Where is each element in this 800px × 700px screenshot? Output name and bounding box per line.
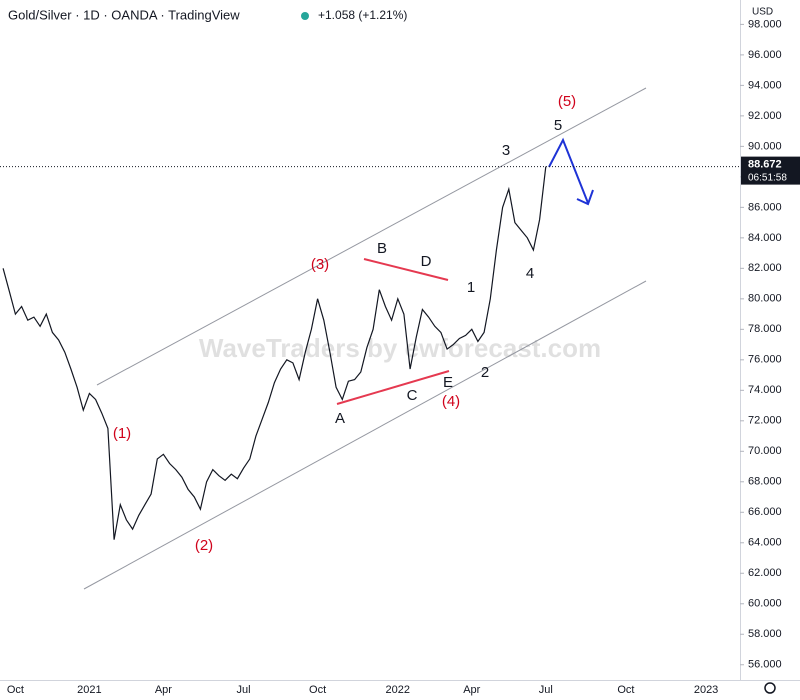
wave-label: D [421, 253, 432, 270]
y-tick-label: 76.000 [748, 354, 782, 366]
y-tick-label: 98.000 [748, 18, 782, 30]
y-tick-label: 84.000 [748, 232, 782, 244]
wave-label: (5) [558, 93, 576, 110]
wave-label: (4) [442, 393, 460, 410]
y-tick-label: 80.000 [748, 293, 782, 305]
countdown: 06:51:58 [748, 172, 787, 183]
projection-arrow [548, 137, 589, 204]
wave-label: C [407, 387, 418, 404]
wave-label: 4 [526, 265, 534, 282]
wave-label: (1) [113, 425, 131, 442]
y-tick-label: 92.000 [748, 110, 782, 122]
wave-label: 2 [481, 364, 489, 381]
last-price-box [741, 156, 800, 185]
x-tick-label: Jul [237, 684, 251, 696]
y-tick-label: 96.000 [748, 49, 782, 61]
y-tick-label: 82.000 [748, 262, 782, 274]
last-price-label: 88.672 [748, 159, 782, 171]
x-tick-label: Oct [309, 684, 326, 696]
wave-label: 3 [502, 142, 510, 159]
y-tick-label: 64.000 [748, 537, 782, 549]
x-tick-label: 2023 [694, 684, 718, 696]
currency[interactable]: USD [752, 7, 773, 18]
y-tick-label: 70.000 [748, 445, 782, 457]
y-tick-label: 94.000 [748, 79, 782, 91]
x-tick-label: Oct [7, 684, 24, 696]
settings-icon[interactable] [764, 682, 776, 694]
y-tick-label: 74.000 [748, 384, 782, 396]
x-tick-label: 2021 [77, 684, 101, 696]
channel-lower [83, 280, 647, 590]
x-tick-label: 2022 [386, 684, 410, 696]
y-tick-label: 56.000 [748, 659, 782, 671]
triangle-upper [363, 258, 449, 281]
wave-label: E [443, 374, 453, 391]
channel-upper [96, 87, 647, 386]
triangle-lower [336, 370, 450, 405]
symbol-title: Gold/Silver · 1D · OANDA · TradingView [8, 7, 240, 22]
y-tick-label: 62.000 [748, 567, 782, 579]
wave-label: (3) [311, 256, 329, 273]
x-tick-label: Oct [617, 684, 634, 696]
y-tick-label: 78.000 [748, 323, 782, 335]
gear[interactable] [764, 682, 776, 694]
x-tick-label: Apr [155, 684, 172, 696]
arrow-head [576, 189, 594, 206]
wave-label: 5 [554, 117, 562, 134]
x-tick-label: Apr [463, 684, 480, 696]
y-tick-label: 86.000 [748, 201, 782, 213]
x-tick-label: Jul [539, 684, 553, 696]
wave-label: A [335, 410, 345, 427]
wave-label: (2) [195, 537, 213, 554]
y-tick-label: 66.000 [748, 506, 782, 518]
y-tick-label: 60.000 [748, 598, 782, 610]
y-tick-label: 58.000 [748, 628, 782, 640]
y-tick-label: 90.000 [748, 140, 782, 152]
y-tick-label: 72.000 [748, 415, 782, 427]
status-dot [301, 12, 309, 20]
change: +1.058 (+1.21%) [318, 8, 407, 22]
y-tick-label: 68.000 [748, 476, 782, 488]
price-line [2, 166, 547, 540]
wave-label: B [377, 240, 387, 257]
wave-label: 1 [467, 279, 475, 296]
watermark: WaveTraders by ewforecast.com [199, 333, 601, 363]
